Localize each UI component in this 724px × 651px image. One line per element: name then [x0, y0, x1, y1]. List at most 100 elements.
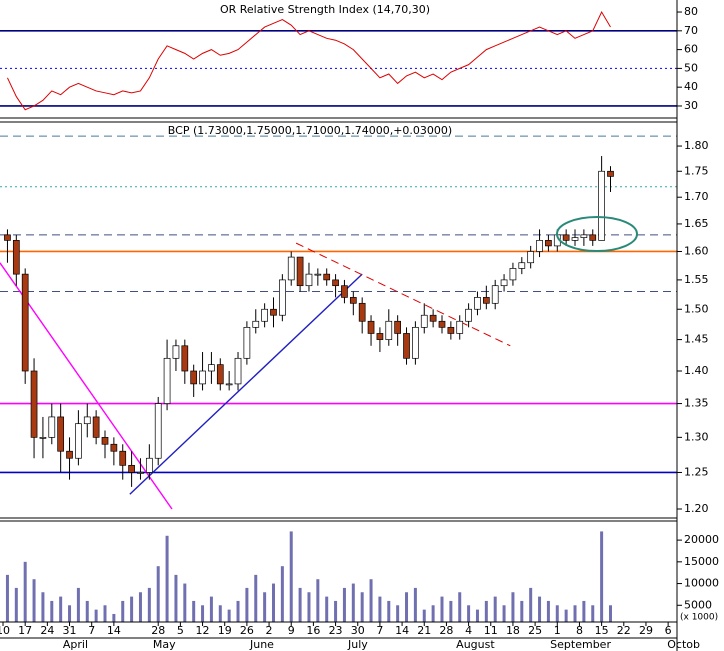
- volume-bar: [254, 574, 258, 627]
- panel: [0, 10, 677, 111]
- volume-bar: [227, 609, 231, 627]
- x-tick-label: 6: [665, 624, 672, 637]
- x-tick-label: 22: [617, 624, 631, 637]
- candle-body: [420, 314, 428, 328]
- y-tick-label: 1.40: [684, 364, 709, 377]
- volume-bar: [546, 600, 550, 627]
- volume-bar: [165, 535, 169, 627]
- x-tick-label: 29: [639, 624, 653, 637]
- candle-body: [270, 308, 277, 316]
- rsi-line: [6, 10, 611, 111]
- candle-body: [491, 285, 499, 304]
- candle-body: [296, 256, 304, 287]
- volume-bar: [422, 609, 426, 627]
- y-tick-label: 40: [684, 80, 698, 93]
- candle-body: [101, 437, 109, 445]
- candle-body: [465, 308, 472, 322]
- price-title: BCP (1.73000,1.75000,1.71000,1.74000,+0.…: [168, 124, 452, 137]
- volume-bar: [85, 600, 89, 627]
- candle-body: [376, 333, 384, 340]
- volume-bar: [502, 605, 506, 627]
- x-tick-label: 10: [0, 624, 10, 637]
- x-tick-label: 14: [395, 624, 409, 637]
- candle-body: [48, 416, 56, 438]
- volume-bar: [59, 596, 63, 627]
- volume-bar: [316, 579, 320, 627]
- x-tick-label: 12: [196, 624, 210, 637]
- volume-bar: [511, 592, 515, 627]
- month-label: June: [249, 638, 274, 651]
- y-tick-label: 30: [684, 99, 698, 112]
- trend-line: [295, 242, 511, 347]
- candle-body: [145, 457, 153, 473]
- candle-body: [349, 297, 357, 304]
- candle-body: [30, 370, 38, 438]
- x-tick-label: 16: [306, 624, 320, 637]
- volume-bar: [387, 600, 391, 627]
- candle-body: [358, 302, 366, 322]
- candle-body: [261, 308, 268, 322]
- candle-body: [367, 320, 375, 334]
- y-tick-label: 10000: [684, 577, 719, 590]
- rsi-title: OR Relative Strength Index (14,70,30): [220, 3, 430, 16]
- candle-body: [403, 333, 410, 359]
- candle-body: [234, 357, 242, 385]
- x-tick-label: 28: [439, 624, 453, 637]
- candle-body: [482, 297, 490, 304]
- volume-bar: [378, 596, 382, 627]
- x-tick-label: 26: [240, 624, 254, 637]
- volume-bar: [413, 587, 417, 627]
- candle-body: [474, 297, 481, 310]
- x-tick-label: 15: [595, 624, 609, 637]
- x-tick-label: 31: [63, 624, 77, 637]
- y-tick-label: 1.60: [684, 244, 709, 257]
- candle-body: [57, 416, 65, 452]
- volume-bar: [156, 566, 160, 627]
- volume-bar: [68, 605, 72, 627]
- candle-body: [119, 450, 127, 466]
- volume-bar: [121, 600, 125, 627]
- date-axis-bg: [0, 622, 677, 651]
- volume-bar: [94, 609, 98, 627]
- candle-body: [75, 423, 82, 459]
- volume-bar: [608, 605, 612, 627]
- volume-bar: [112, 613, 116, 627]
- volume-bar: [564, 609, 568, 627]
- candle-body: [163, 357, 171, 404]
- highlight-ellipse: [556, 216, 638, 252]
- volume-bar: [307, 592, 311, 627]
- volume-bar: [334, 600, 338, 627]
- y-tick-label: 1.20: [684, 502, 709, 515]
- volume-bar: [218, 605, 222, 627]
- x-tick-label: 30: [351, 624, 365, 637]
- candle-body: [128, 464, 135, 473]
- volume-bar: [600, 531, 604, 627]
- x-tick-label: 8: [576, 624, 583, 637]
- candle-body: [456, 320, 464, 334]
- y-tick-label: 1.25: [684, 465, 709, 478]
- candle-body: [589, 234, 597, 241]
- y-tick-label: 5000: [684, 598, 712, 611]
- candle-body: [172, 345, 180, 359]
- y-tick-label: 1.30: [684, 430, 709, 443]
- x-tick-label: 1: [554, 624, 561, 637]
- volume-bar: [458, 592, 462, 627]
- month-label: August: [456, 638, 495, 651]
- candle-body: [243, 326, 251, 359]
- volume-bar: [130, 596, 134, 627]
- x-tick-label: 24: [40, 624, 54, 637]
- candle-body: [562, 234, 570, 241]
- candle-body: [287, 256, 295, 281]
- volume-bar: [591, 605, 595, 627]
- candle-body: [83, 416, 91, 425]
- volume-bar: [103, 605, 107, 627]
- x-tick-label: 2: [266, 624, 273, 637]
- volume-bar: [529, 587, 533, 627]
- y-tick-label: 1.45: [684, 333, 709, 346]
- volume-bar: [475, 609, 479, 627]
- candle-body: [500, 279, 508, 287]
- candle-body: [607, 170, 614, 177]
- panel: [0, 135, 677, 510]
- candle-body: [447, 326, 455, 334]
